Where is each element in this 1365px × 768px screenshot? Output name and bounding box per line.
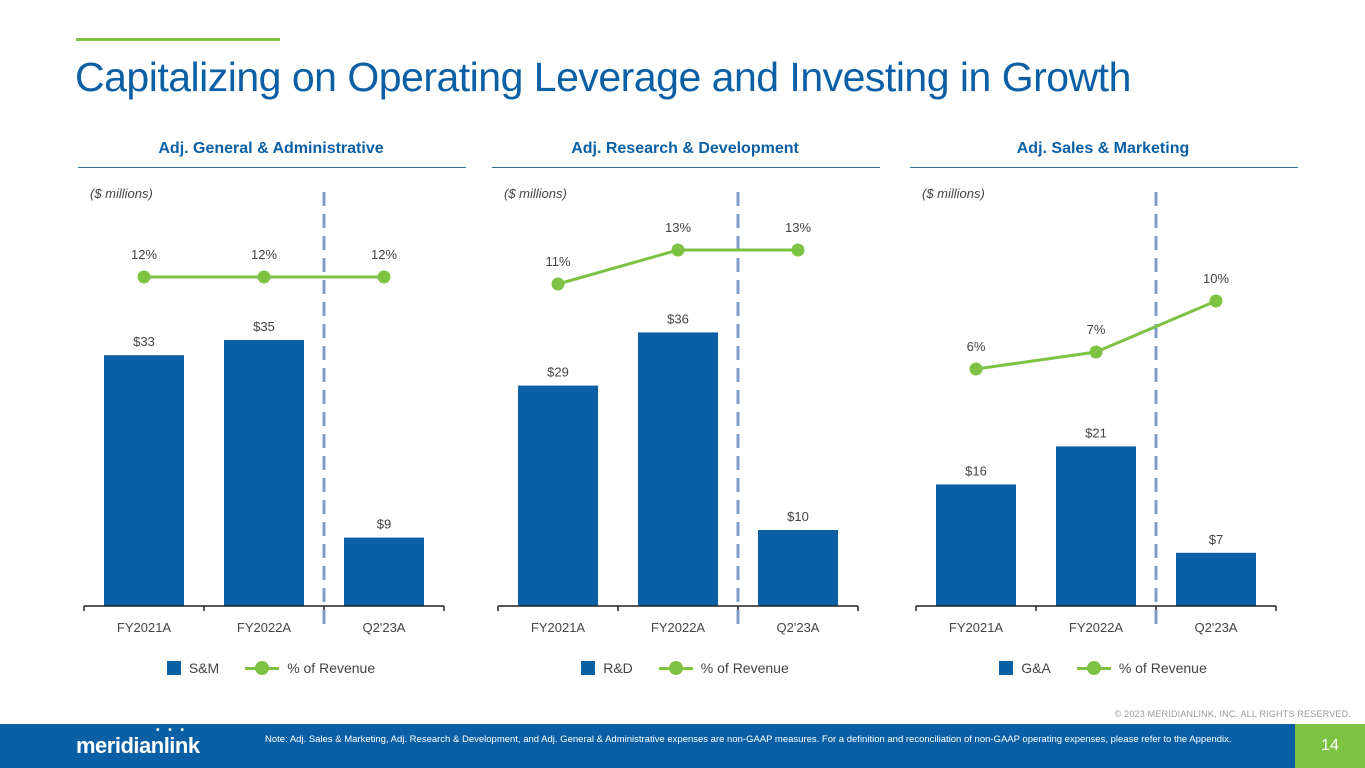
bar [936,484,1016,606]
bar-data-label: $9 [377,517,391,532]
bar [224,340,304,606]
page-title: Capitalizing on Operating Leverage and I… [75,54,1131,100]
legend-label: % of Revenue [287,660,376,676]
line-data-label: 12% [371,247,397,262]
line-point [1089,345,1103,359]
bar-data-label: $21 [1085,425,1107,440]
chart-title-rule [492,167,880,168]
chart-svg: $29 $36 $10 FY2021A FY2022A Q2'23A 11% 13% 13% [497,192,859,635]
legend-item-bar: G&A [999,660,1051,676]
bar-data-label: $29 [547,365,569,380]
bar-data-label: $10 [787,509,809,524]
footer-bar: • • • meridianlink Note: Adj. Sales & Ma… [0,724,1365,768]
bar-data-label: $16 [965,463,987,478]
company-logo: • • • meridianlink [76,725,200,759]
x-tick-label: FY2021A [949,620,1004,635]
chart-svg: $16 $21 $7 FY2021A FY2022A Q2'23A 6% 7% 10% [915,192,1277,635]
line-data-label: 12% [131,247,157,262]
legend-label: % of Revenue [700,660,789,676]
legend-item-line: % of Revenue [658,660,789,676]
legend-label: G&A [1021,660,1051,676]
bar-data-label: $36 [667,311,689,326]
legend-item-line: % of Revenue [245,660,375,676]
bar-data-label: $35 [253,319,275,334]
bar [104,355,184,606]
line-data-label: 13% [665,220,691,235]
bar [518,385,598,606]
bar [1176,552,1256,606]
units-label: ($ millions) [90,186,153,201]
x-tick-label: Q2'23A [777,620,820,635]
chart-legend: R&D % of Revenue [490,660,880,676]
legend-item-bar: S&M [166,660,220,676]
chart-legend: S&M % of Revenue [76,660,466,676]
line-point [257,270,271,284]
legend-bar-swatch-icon [999,661,1014,675]
chart-title: Adj. General & Administrative [158,140,384,157]
x-tick-label: FY2021A [117,620,172,635]
x-tick-label: FY2021A [531,620,586,635]
chart-title-rule [78,167,466,168]
units-label: ($ millions) [922,186,985,201]
line-data-label: 6% [967,339,986,354]
line-data-label: 12% [251,247,277,262]
logo-text: meridianlink [76,733,200,758]
units-label: ($ millions) [504,186,567,201]
chart-svg: $33 $35 $9 FY2021A FY2022A Q2'23A 12% 12% 12% [83,192,445,635]
line-point [1209,294,1223,308]
logo-dots-icon: • • • [156,725,188,736]
chart-panel-sm: Adj. Sales & Marketing ($ millions) $16 $… [908,130,1298,690]
chart-legend: G&A % of Revenue [908,660,1298,676]
x-tick-label: FY2022A [237,620,292,635]
line-point [137,270,151,284]
legend-bar-swatch-icon [581,661,596,675]
page-number: 14 [1295,724,1365,768]
chart-panel-ga: Adj. General & Administrative ($ million… [76,130,466,690]
chart-title-rule [910,167,1298,168]
legend-line-marker-icon [245,661,280,675]
line-data-label: 10% [1203,271,1229,286]
chart-title: Adj. Sales & Marketing [1016,140,1190,157]
footnote: Note: Adj. Sales & Marketing, Adj. Resea… [265,734,1232,745]
bar [344,537,424,606]
bar-data-label: $7 [1209,532,1223,547]
legend-item-bar: R&D [581,660,633,676]
x-tick-label: FY2022A [651,620,706,635]
chart-panel-rd: Adj. Research & Development ($ millions)… [490,130,880,690]
legend-bar-swatch-icon [166,661,181,675]
bar [758,530,838,606]
chart-title: Adj. Research & Development [571,140,799,157]
line-point [791,243,805,257]
title-accent-bar [76,38,280,41]
legend-item-line: % of Revenue [1076,660,1207,676]
bar-data-label: $33 [133,334,155,349]
line-data-label: 7% [1087,322,1106,337]
line-point [377,270,391,284]
line-data-label: 11% [545,254,570,269]
legend-label: R&D [603,660,633,676]
bar [638,332,718,606]
legend-label: % of Revenue [1118,660,1207,676]
line-point [671,243,685,257]
line-point [969,362,983,376]
line-data-label: 13% [785,220,811,235]
copyright-notice: © 2023 MERIDIANLINK, INC. ALL RIGHTS RES… [1114,709,1351,719]
x-tick-label: Q2'23A [1195,620,1238,635]
line-point [551,277,565,291]
legend-line-marker-icon [1076,661,1111,675]
legend-line-marker-icon [658,661,693,675]
x-tick-label: FY2022A [1069,620,1124,635]
legend-label: S&M [188,660,220,676]
x-tick-label: Q2'23A [363,620,406,635]
bar [1056,446,1136,606]
